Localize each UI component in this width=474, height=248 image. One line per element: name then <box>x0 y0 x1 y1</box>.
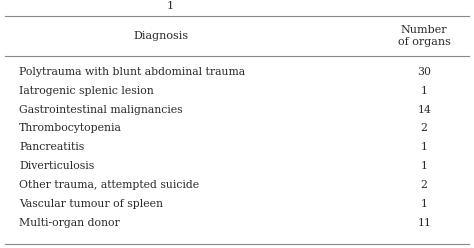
Text: 1: 1 <box>167 1 174 11</box>
Text: Number
of organs: Number of organs <box>398 25 451 47</box>
Text: 1: 1 <box>421 86 428 96</box>
Text: Polytrauma with blunt abdominal trauma: Polytrauma with blunt abdominal trauma <box>19 67 245 77</box>
Text: 1: 1 <box>421 199 428 209</box>
Text: 11: 11 <box>417 218 431 228</box>
Text: 1: 1 <box>421 161 428 171</box>
Text: Diagnosis: Diagnosis <box>134 31 189 41</box>
Text: 2: 2 <box>421 124 428 133</box>
Text: 14: 14 <box>417 105 431 115</box>
Text: 2: 2 <box>421 180 428 190</box>
Text: Other trauma, attempted suicide: Other trauma, attempted suicide <box>19 180 199 190</box>
Text: Gastrointestinal malignancies: Gastrointestinal malignancies <box>19 105 182 115</box>
Text: Pancreatitis: Pancreatitis <box>19 142 84 152</box>
Text: Diverticulosis: Diverticulosis <box>19 161 94 171</box>
Text: 30: 30 <box>417 67 431 77</box>
Text: Multi-organ donor: Multi-organ donor <box>19 218 120 228</box>
Text: Vascular tumour of spleen: Vascular tumour of spleen <box>19 199 163 209</box>
Text: Thrombocytopenia: Thrombocytopenia <box>19 124 122 133</box>
Text: Iatrogenic splenic lesion: Iatrogenic splenic lesion <box>19 86 154 96</box>
Text: 1: 1 <box>421 142 428 152</box>
